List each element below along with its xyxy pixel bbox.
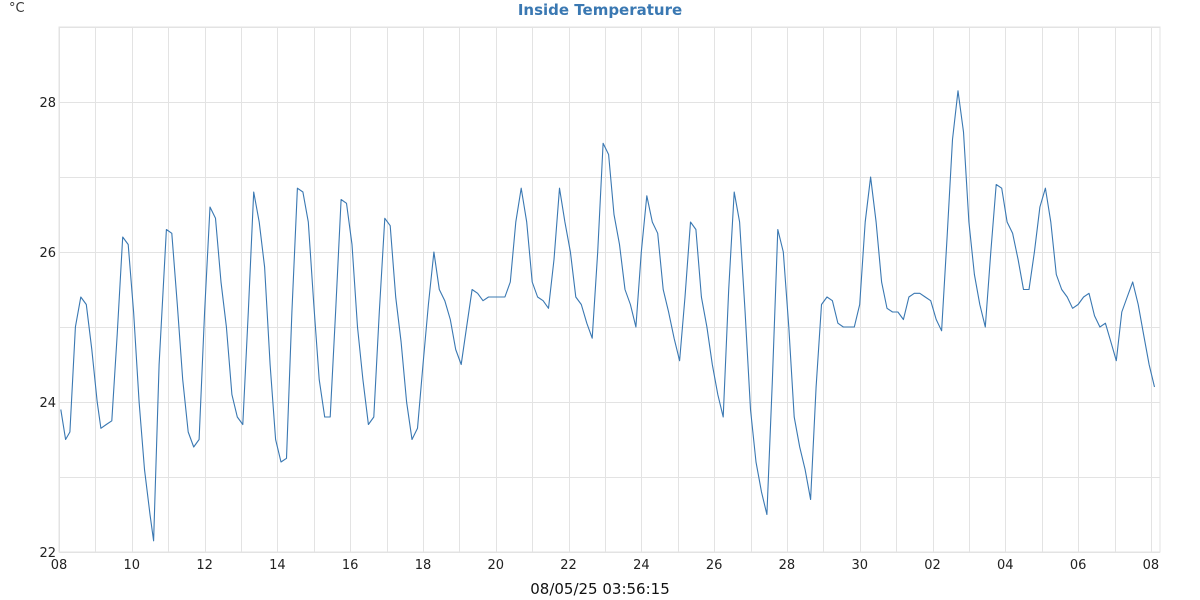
x-tick-label: 28 xyxy=(779,558,796,573)
x-tick-label: 08 xyxy=(51,558,68,573)
x-tick-label: 26 xyxy=(706,558,723,573)
x-tick-label: 04 xyxy=(997,558,1014,573)
x-tick-label: 20 xyxy=(487,558,504,573)
axis-tick-labels: 22 24 26 28 08 10 12 14 16 18 20 22 24 26 28 30 02 04 06 08 xyxy=(39,96,1159,573)
x-tick-label: 30 xyxy=(851,558,868,573)
x-tick-label: 06 xyxy=(1070,558,1087,573)
x-tick-label: 24 xyxy=(633,558,650,573)
x-tick-label: 22 xyxy=(560,558,577,573)
y-axis-unit-label: °C xyxy=(9,1,25,16)
grid-lines xyxy=(58,26,1161,553)
x-tick-label: 08 xyxy=(1143,558,1160,573)
series-layer xyxy=(60,90,1156,542)
x-tick-label: 18 xyxy=(415,558,432,573)
x-tick-label: 02 xyxy=(924,558,941,573)
y-tick-label: 28 xyxy=(39,96,56,111)
x-tick-label: 16 xyxy=(342,558,359,573)
footer-timestamp: 08/05/25 03:56:15 xyxy=(530,580,670,598)
chart-title: Inside Temperature xyxy=(517,1,683,19)
x-tick-label: 10 xyxy=(124,558,141,573)
x-tick-label: 12 xyxy=(196,558,213,573)
y-tick-label: 26 xyxy=(39,246,56,261)
x-tick-label: 14 xyxy=(269,558,286,573)
y-tick-label: 24 xyxy=(39,396,56,411)
y-tick-label: 22 xyxy=(39,546,56,561)
temperature-series-line xyxy=(60,90,1156,542)
plot-border xyxy=(58,26,1161,553)
